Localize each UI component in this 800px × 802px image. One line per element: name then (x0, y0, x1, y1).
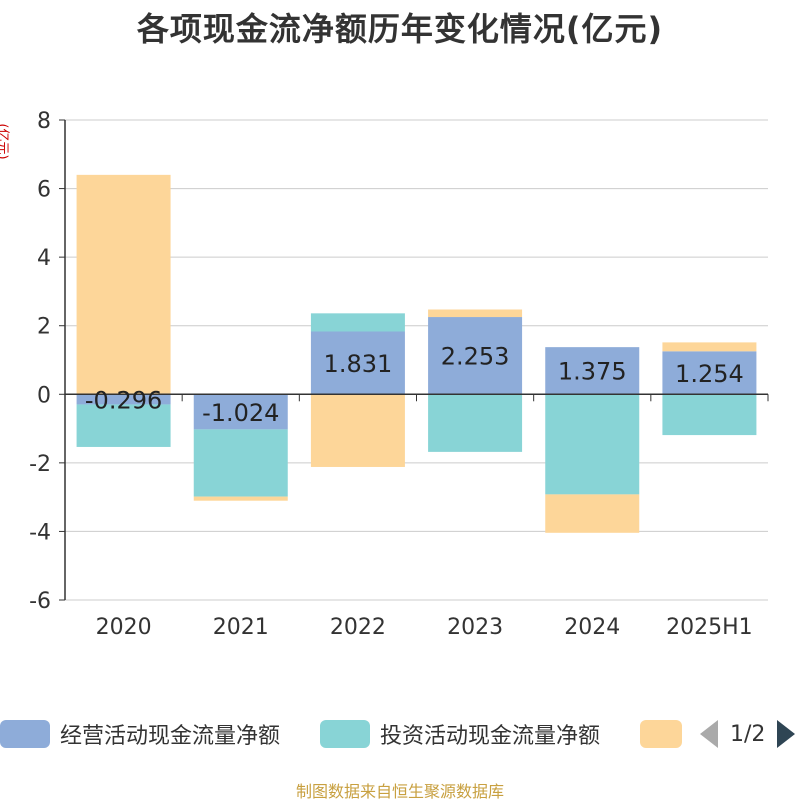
bar-2025H1-s0 (662, 351, 757, 395)
legend-swatch-financing (640, 720, 682, 748)
bar-2022-s2 (310, 394, 405, 467)
y-tick-label: 8 (37, 109, 51, 134)
x-tick-label-2023: 2023 (447, 615, 503, 640)
legend-next-icon[interactable] (777, 720, 796, 748)
bar-2024-s0 (545, 347, 640, 395)
bar-2022-s1 (310, 313, 405, 332)
legend-pager: 1/2 (700, 716, 796, 752)
x-tick-label-2021: 2021 (213, 615, 269, 640)
x-tick-label-2025H1: 2025H1 (666, 615, 753, 640)
data-label-2023: 2.253 (441, 343, 510, 371)
bar-2021-s1 (193, 429, 288, 497)
legend-swatch-operating (0, 720, 50, 748)
x-tick-label-2020: 2020 (96, 615, 152, 640)
legend-label-operating: 经营活动现金流量净额 (60, 724, 281, 749)
bar-2021-s2 (193, 496, 288, 501)
legend-item-operating[interactable]: 经营活动现金流量净额 (0, 716, 280, 752)
legend: 经营活动现金流量净额 投资活动现金流量净额 (0, 716, 800, 752)
bar-2025H1-s2 (662, 342, 757, 352)
y-tick-label: -2 (29, 452, 51, 477)
bar-2024-s1 (545, 394, 640, 495)
bar-2020-s1 (76, 404, 171, 447)
y-tick-label: -6 (29, 589, 51, 614)
legend-label-investing: 投资活动现金流量净额 (380, 724, 601, 749)
bar-2020-s0 (76, 394, 171, 405)
bar-2024-s2 (545, 494, 640, 533)
bar-2023-s2 (428, 309, 523, 318)
y-tick-label: 4 (37, 246, 51, 271)
bar-2021-s0 (193, 394, 288, 430)
legend-swatch-investing (320, 720, 370, 748)
legend-prev-icon[interactable] (700, 720, 718, 748)
legend-page-label: 1/2 (730, 721, 766, 747)
data-label-2022: 1.831 (324, 350, 393, 378)
y-tick-label: 6 (37, 178, 51, 203)
bar-2025H1-s1 (662, 394, 757, 436)
chart-title: 各项现金流净额历年变化情况(亿元) (136, 10, 664, 48)
legend-item-investing[interactable]: 投资活动现金流量净额 (320, 716, 600, 752)
bar-2020-s2 (76, 174, 171, 395)
y-tick-label: 0 (37, 383, 51, 408)
bar-2023-s0 (428, 317, 523, 395)
data-label-2020: -0.296 (85, 386, 162, 414)
legend-item-financing[interactable] (640, 716, 682, 752)
data-label-2024: 1.375 (558, 358, 627, 386)
data-source-note: 制图数据来自恒生聚源数据库 (295, 782, 504, 801)
data-label-2021: -1.024 (202, 399, 279, 427)
bar-2022-s0 (310, 331, 405, 395)
y-tick-label: -4 (29, 520, 51, 545)
x-tick-label-2022: 2022 (330, 615, 386, 640)
bar-2023-s1 (428, 394, 523, 452)
x-tick-label-2024: 2024 (564, 615, 620, 640)
data-label-2025H1: 1.254 (675, 360, 744, 388)
bar-chart: -6 -4 -2 0 2 4 6 8 2020 2021 2022 2023 2024 2025H1 -0.… (29, 109, 769, 640)
y-tick-label: 2 (37, 315, 51, 340)
